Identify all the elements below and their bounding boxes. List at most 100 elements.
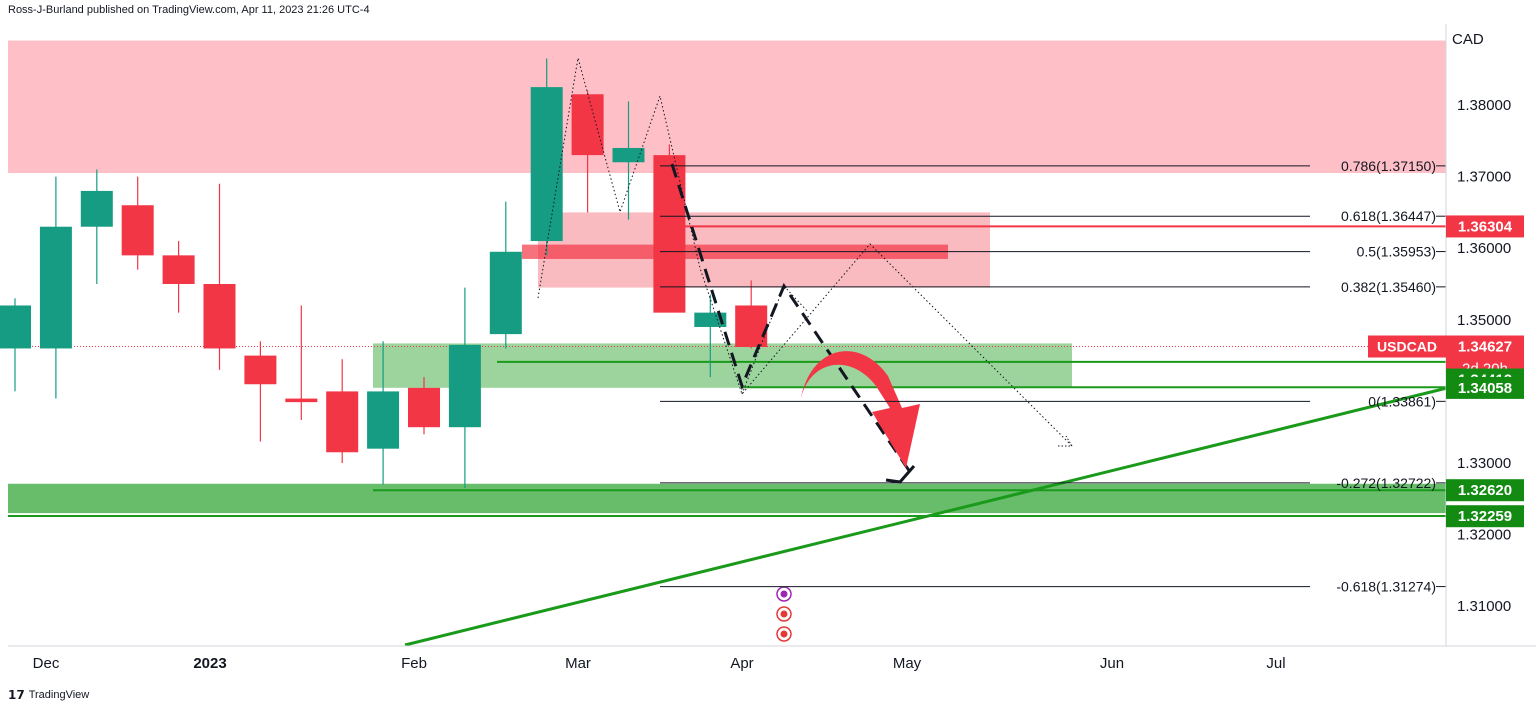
candle[interactable] — [653, 144, 686, 313]
y-tick-label: 1.31000 — [1457, 598, 1511, 615]
currency-label: CAD — [1452, 31, 1484, 48]
candle-body — [80, 190, 113, 227]
candle[interactable] — [326, 359, 359, 463]
price-tag: 1.36304 — [1446, 215, 1524, 238]
candle-body — [244, 355, 277, 385]
candle[interactable] — [489, 201, 522, 349]
price-tag-bg — [1446, 505, 1524, 528]
fib-level[interactable]: -0.618(1.31274) — [660, 579, 1446, 595]
dashed-path-tip — [885, 465, 916, 484]
price-tag-bg — [1446, 479, 1524, 502]
x-tick-label: Jul — [1266, 655, 1285, 672]
fib-label: 0(1.33861) — [1368, 393, 1436, 409]
candle[interactable] — [448, 287, 481, 489]
candle[interactable] — [162, 241, 195, 313]
candle-body — [121, 205, 154, 256]
price-tag-label: 1.34627 — [1458, 339, 1512, 356]
fib-level[interactable]: 0.5(1.35953) — [660, 244, 1446, 260]
y-tick-label: 1.36000 — [1457, 240, 1511, 257]
price-tag-label: 1.32259 — [1458, 508, 1512, 525]
y-tick-label: 1.38000 — [1457, 97, 1511, 114]
x-tick-label: Mar — [565, 655, 591, 672]
footer-brand: TradingView — [28, 689, 90, 701]
price-tag: 1.32259 — [1446, 505, 1524, 528]
price-tag-label: 1.32620 — [1458, 482, 1512, 499]
bearish-arrow-icon — [800, 351, 920, 468]
candle-body — [0, 305, 31, 349]
fib-level[interactable]: 0.618(1.36447) — [660, 208, 1446, 224]
candle-body — [653, 155, 686, 313]
candle-body — [326, 391, 359, 453]
fib-label: -0.272(1.32722) — [1336, 475, 1436, 491]
x-tick-label: Apr — [730, 655, 753, 672]
x-tick-label: 2023 — [193, 655, 226, 672]
x-tick-label: Jun — [1100, 655, 1124, 672]
lightning-icon[interactable] — [776, 586, 792, 602]
y-tick-label: 1.35000 — [1457, 312, 1511, 329]
candle-body — [367, 391, 400, 449]
tradingview-logo-icon: 𝟭𝟳 — [8, 688, 25, 702]
fib-label: 0.382(1.35460) — [1341, 279, 1436, 295]
candle[interactable] — [408, 377, 440, 435]
fib-level[interactable]: 0(1.33861) — [660, 393, 1446, 409]
price-tag-bg — [1446, 215, 1524, 238]
projection-arrowhead — [1058, 435, 1073, 447]
x-tick-label: Feb — [401, 655, 427, 672]
demand-zone — [373, 343, 1072, 388]
candle-body — [571, 94, 604, 156]
candle[interactable] — [121, 176, 154, 270]
candle-body — [530, 87, 563, 242]
candle[interactable] — [612, 101, 645, 220]
support-zone — [8, 483, 1446, 514]
trendline — [404, 386, 1447, 647]
lightning-icon-dot — [780, 590, 788, 598]
canada-flag-icon-dot — [780, 610, 788, 618]
candle-body — [489, 251, 522, 335]
tradingview-footer: 𝟭𝟳 TradingView — [8, 688, 89, 702]
price-tag-bg — [1446, 335, 1524, 358]
us-flag-icon[interactable] — [776, 626, 792, 642]
candle[interactable] — [735, 280, 768, 349]
candle[interactable] — [244, 341, 277, 442]
bearish-dashed-path — [670, 163, 912, 473]
candle[interactable] — [80, 169, 113, 284]
symbol-tag-bg — [1368, 335, 1446, 358]
fib-label: -0.618(1.31274) — [1336, 579, 1436, 595]
price-tag-label: 1.34058 — [1458, 380, 1512, 397]
price-tag: 1.34058 — [1446, 376, 1524, 399]
candle[interactable] — [571, 90, 604, 213]
candle[interactable] — [39, 176, 72, 399]
candle[interactable] — [530, 58, 563, 256]
x-tick-label: May — [893, 655, 922, 672]
candle[interactable] — [285, 305, 318, 421]
price-tag: 1.32620 — [1446, 479, 1524, 502]
candle-body — [162, 255, 195, 284]
candle[interactable] — [367, 341, 400, 485]
y-tick-label: 1.37000 — [1457, 169, 1511, 186]
fib-level[interactable]: 0.786(1.37150) — [660, 158, 1446, 174]
candle[interactable] — [203, 183, 236, 370]
candle[interactable] — [0, 298, 31, 392]
symbol-tag: USDCAD — [1377, 339, 1437, 355]
candle-body — [612, 147, 645, 163]
x-tick-label: Dec — [33, 655, 60, 672]
price-tag: 1.34627 — [1446, 335, 1524, 358]
candle-body — [39, 226, 72, 349]
publisher-caption: Ross-J-Burland published on TradingView.… — [8, 4, 370, 16]
candle-body — [408, 387, 440, 428]
candle-body — [285, 398, 318, 403]
fib-level[interactable]: 0.382(1.35460) — [660, 279, 1446, 295]
price-tag: USDCAD — [1368, 335, 1446, 358]
price-tag-bg — [1446, 376, 1524, 399]
resistance-zone — [8, 40, 1446, 174]
price-tag-label: 1.36304 — [1458, 218, 1513, 235]
canada-flag-icon[interactable] — [776, 606, 792, 622]
y-tick-label: 1.32000 — [1457, 527, 1511, 544]
fib-label: 0.5(1.35953) — [1357, 244, 1436, 260]
us-flag-icon-dot — [780, 630, 788, 638]
fib-label: 0.618(1.36447) — [1341, 208, 1436, 224]
fib-level[interactable]: -0.272(1.32722) — [660, 475, 1446, 491]
fib-label: 0.786(1.37150) — [1341, 158, 1436, 174]
candle-body — [448, 344, 481, 428]
